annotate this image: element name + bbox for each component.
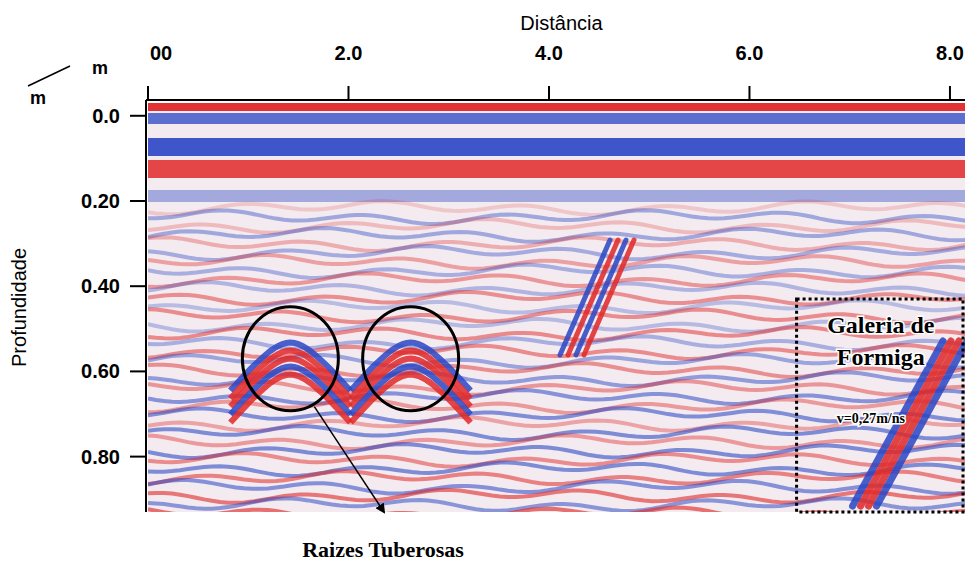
x-tick-label: 6.0 [736, 42, 764, 64]
x-tick [748, 86, 750, 100]
x-tick-label: 00 [150, 42, 172, 64]
y-tick-label: 0.60 [81, 360, 120, 382]
reflection-band [148, 113, 965, 124]
gallery-label: Galeria deFormiga [827, 312, 935, 370]
x-axis-title: Distância [520, 12, 603, 34]
x-tick-label: 4.0 [535, 42, 563, 64]
x-axis [146, 99, 965, 101]
reflection-band [148, 103, 965, 111]
reflection-band [148, 463, 965, 476]
root-marker [242, 307, 338, 411]
y-tick-label: 0.40 [81, 275, 120, 297]
x-tick-label: 2.0 [335, 42, 363, 64]
gallery-box [797, 299, 963, 512]
y-tick-label: 0.80 [81, 446, 120, 468]
reflection-band [148, 265, 965, 278]
x-tick [147, 86, 149, 100]
y-tick [130, 285, 146, 287]
reflection-band [148, 138, 965, 156]
diagonal-reflector [584, 240, 634, 355]
root-marker [363, 307, 459, 411]
y-axis-title: Profundidade [8, 248, 30, 367]
velocity-label: v=0,27m/ns [837, 411, 906, 426]
reflection-band [148, 453, 965, 467]
reflection-band [148, 201, 965, 215]
x-tick [548, 86, 550, 100]
y-tick-label: 0.0 [92, 105, 120, 127]
y-tick [130, 115, 146, 117]
y-tick [130, 370, 146, 372]
y-axis [145, 100, 147, 512]
reflection-band [148, 471, 965, 484]
reflection-band [148, 390, 965, 404]
x-unit: m [92, 58, 108, 78]
reflection-band [148, 219, 965, 233]
reflection-band [148, 160, 965, 178]
radargram [148, 103, 965, 512]
x-tick [949, 86, 951, 100]
reflection-band [148, 282, 965, 296]
x-tick-label: 8.0 [936, 42, 964, 64]
reflection-band [148, 273, 965, 287]
reflection-band [148, 426, 965, 440]
y-tick-label: 0.20 [81, 190, 120, 212]
chart: Galeria deFormiga v=0,27m/ns Raizes Tubero… [0, 0, 970, 567]
corner-divider [28, 66, 70, 86]
roots-label: Raizes Tuberosas [302, 537, 464, 562]
reflection-band [148, 190, 965, 202]
y-tick [130, 456, 146, 458]
diagonal-reflector [576, 240, 626, 355]
reflection-band [148, 210, 965, 224]
x-tick [347, 86, 349, 100]
y-unit: m [30, 88, 46, 108]
arrow [314, 407, 384, 512]
y-tick [130, 200, 146, 202]
